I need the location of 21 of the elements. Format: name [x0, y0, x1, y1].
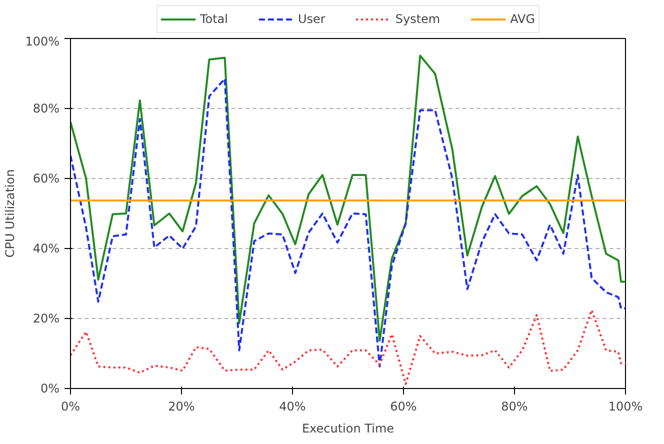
- line-series: [70, 54, 626, 342]
- x-tick-label: 60%: [390, 400, 417, 414]
- x-tick-label: 80%: [501, 400, 528, 414]
- x-tick-label: 20%: [168, 400, 195, 414]
- y-axis-title: CPU Utilization: [3, 169, 18, 258]
- y-tick-label: 80%: [32, 102, 60, 116]
- x-tick-label: 40%: [279, 400, 306, 414]
- y-tick-label: 20%: [32, 312, 60, 326]
- y-tick-label: 60%: [32, 172, 60, 186]
- line-series: [70, 309, 626, 385]
- y-tick-label: 40%: [32, 242, 60, 256]
- legend-label: User: [298, 12, 326, 26]
- x-tick-label: 100%: [608, 400, 643, 414]
- x-axis-title: Execution Time: [302, 422, 394, 436]
- y-tick-label: 0%: [40, 382, 60, 396]
- legend-label: Total: [200, 12, 228, 26]
- legend-label: AVG: [510, 12, 536, 26]
- line-series: [70, 78, 626, 368]
- x-tick-label: 0%: [60, 400, 80, 414]
- legend-label: System: [395, 12, 440, 26]
- y-tick-label: 100%: [25, 34, 60, 48]
